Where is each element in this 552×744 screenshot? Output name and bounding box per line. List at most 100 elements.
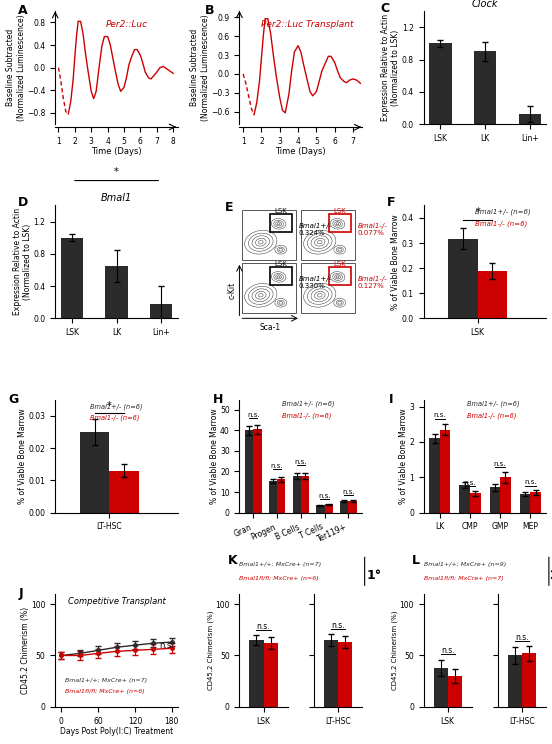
Text: c-Kit: c-Kit — [227, 281, 237, 299]
Text: n.s.: n.s. — [494, 461, 507, 466]
Text: B: B — [205, 4, 215, 17]
Text: Per2::Luc Transplant: Per2::Luc Transplant — [261, 20, 353, 29]
Text: J: J — [18, 587, 23, 600]
Bar — [490, 487, 500, 513]
Bar — [530, 492, 541, 513]
Bar — [250, 640, 263, 707]
Text: n.s.: n.s. — [331, 620, 345, 629]
Text: H: H — [213, 393, 223, 406]
Bar — [440, 429, 450, 513]
Text: *: * — [475, 208, 480, 217]
Bar — [301, 210, 355, 260]
Bar — [301, 476, 309, 513]
Y-axis label: % of Viable Bone Marrow: % of Viable Bone Marrow — [18, 408, 27, 504]
Y-axis label: Expression Relative to Actin
(Normalized to LSK): Expression Relative to Actin (Normalized… — [381, 14, 400, 121]
Text: n.s.: n.s. — [257, 622, 270, 631]
Text: E: E — [225, 201, 233, 214]
Bar — [253, 429, 262, 513]
Text: n.s.: n.s. — [319, 493, 331, 499]
Bar — [477, 271, 507, 318]
Text: n.s.: n.s. — [247, 412, 259, 418]
Text: Bmal1-/- (n=6): Bmal1-/- (n=6) — [475, 220, 528, 227]
Y-axis label: Expression Relative to Actin
(Normalized to LSK): Expression Relative to Actin (Normalized… — [13, 208, 32, 315]
X-axis label: Time (Days): Time (Days) — [275, 147, 326, 156]
Text: Bmal1-/-: Bmal1-/- — [357, 276, 387, 282]
Bar — [520, 494, 530, 513]
Bar — [269, 481, 277, 513]
Text: n.s.: n.s. — [441, 647, 454, 655]
Bar — [470, 493, 481, 513]
Bar — [80, 432, 109, 513]
Text: n.s.: n.s. — [464, 480, 476, 486]
Text: I: I — [389, 393, 394, 406]
Bar — [293, 475, 301, 513]
Text: Bmal1-/-: Bmal1-/- — [357, 222, 387, 229]
Text: n.s.: n.s. — [342, 489, 355, 495]
Bar — [338, 642, 352, 707]
Bar — [150, 304, 172, 318]
Y-axis label: Baseline Subtracted
(Normalized Luminescence): Baseline Subtracted (Normalized Luminesc… — [190, 14, 210, 121]
Text: D: D — [18, 196, 29, 209]
Bar — [459, 485, 470, 513]
Text: Competitive Transplant: Competitive Transplant — [68, 597, 166, 606]
Text: Bmal1+/+; MxCre+ (n=7): Bmal1+/+; MxCre+ (n=7) — [240, 562, 322, 567]
Bar — [245, 431, 253, 513]
Y-axis label: CD45.2 Chimerism (%): CD45.2 Chimerism (%) — [208, 611, 214, 690]
Text: A: A — [18, 4, 28, 17]
Text: Bmal1-/- (n=6): Bmal1-/- (n=6) — [89, 414, 139, 421]
Text: LSK: LSK — [333, 208, 346, 214]
Text: C: C — [381, 2, 390, 15]
Y-axis label: Baseline Subtracted
(Normalized Luminescence): Baseline Subtracted (Normalized Luminesc… — [6, 14, 25, 121]
Bar — [105, 266, 128, 318]
Bar — [325, 504, 333, 513]
Text: 2°: 2° — [550, 569, 552, 582]
Text: 0.330%: 0.330% — [299, 283, 325, 289]
Text: Bmal1-/- (n=6): Bmal1-/- (n=6) — [283, 412, 332, 419]
Text: F: F — [387, 196, 395, 209]
Text: 0.077%: 0.077% — [357, 230, 384, 236]
Bar — [270, 267, 291, 286]
Y-axis label: CD45.2 Chimerism (%): CD45.2 Chimerism (%) — [391, 611, 398, 690]
Bar — [61, 237, 83, 318]
Y-axis label: CD45.2 Chimerism (%): CD45.2 Chimerism (%) — [20, 607, 30, 694]
Bar — [329, 214, 351, 232]
Bar — [277, 479, 285, 513]
Text: Bmal1+/+; MxCre+ (n=7): Bmal1+/+; MxCre+ (n=7) — [65, 678, 147, 683]
Bar — [522, 653, 537, 707]
Bar — [448, 239, 477, 318]
Text: n.s.: n.s. — [160, 641, 174, 650]
Text: 1°: 1° — [366, 569, 381, 582]
Bar — [329, 267, 351, 286]
Text: Bmal1+/+; MxCre+ (n=9): Bmal1+/+; MxCre+ (n=9) — [424, 562, 506, 567]
Text: n.s.: n.s. — [524, 479, 537, 485]
Text: Bmal1+/- (n=6): Bmal1+/- (n=6) — [466, 401, 519, 407]
Text: Bmal1+/- (n=6): Bmal1+/- (n=6) — [283, 401, 335, 407]
Text: Bmal1+/- (n=6): Bmal1+/- (n=6) — [475, 209, 531, 215]
Text: 0.127%: 0.127% — [357, 283, 384, 289]
Text: n.s.: n.s. — [295, 459, 307, 465]
Text: *: * — [114, 167, 119, 177]
Bar — [348, 501, 357, 513]
Bar — [434, 668, 448, 707]
Title: Bmal1: Bmal1 — [101, 193, 132, 203]
Text: Bmal1+/- (n=6): Bmal1+/- (n=6) — [89, 403, 142, 409]
Bar — [340, 501, 348, 513]
Bar — [518, 115, 541, 124]
Bar — [301, 263, 355, 312]
Text: 0.324%: 0.324% — [299, 230, 325, 236]
Bar — [263, 643, 278, 707]
Bar — [316, 505, 325, 513]
Text: LSK: LSK — [274, 208, 287, 214]
Bar — [109, 471, 139, 513]
Text: Bmal1fl/fl; MxCre+ (n=6): Bmal1fl/fl; MxCre+ (n=6) — [240, 576, 319, 581]
Text: Per2::Luc: Per2::Luc — [105, 20, 147, 29]
Text: Bmal1+/-: Bmal1+/- — [299, 222, 332, 229]
Y-axis label: % of Viable Bone Marrow: % of Viable Bone Marrow — [210, 408, 219, 504]
Text: n.s.: n.s. — [516, 633, 529, 642]
Bar — [474, 51, 496, 124]
Text: Bmal1fl/fl; MxCre+ (n=7): Bmal1fl/fl; MxCre+ (n=7) — [424, 576, 503, 581]
Y-axis label: % of Viable Bone Marrow: % of Viable Bone Marrow — [391, 214, 400, 310]
Bar — [429, 438, 440, 513]
Text: Bmal1-/- (n=6): Bmal1-/- (n=6) — [466, 412, 516, 419]
Text: L: L — [412, 554, 420, 568]
